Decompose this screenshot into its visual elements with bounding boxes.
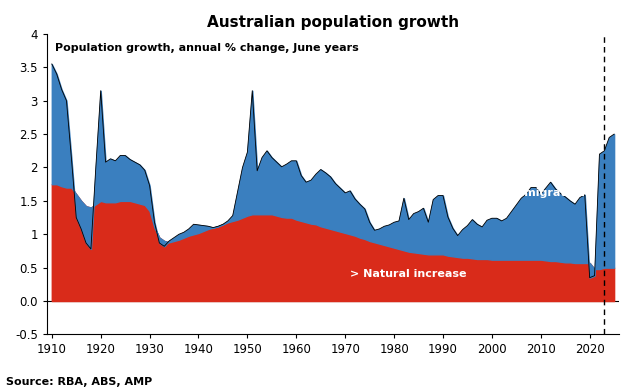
Text: Source: RBA, ABS, AMP: Source: RBA, ABS, AMP: [6, 377, 153, 387]
Text: Population growth, annual % change, June years: Population growth, annual % change, June…: [56, 43, 359, 53]
Text: > Net immigration: > Net immigration: [470, 188, 585, 198]
Text: > Natural increase: > Natural increase: [350, 269, 467, 279]
Title: Australian population growth: Australian population growth: [207, 15, 459, 30]
